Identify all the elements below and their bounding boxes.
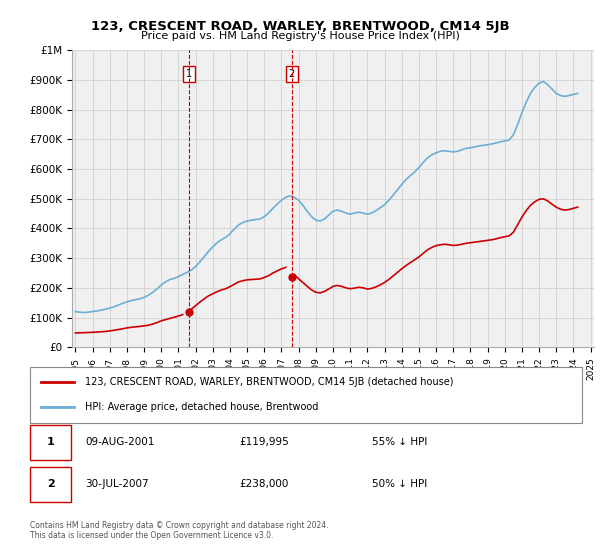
Text: 1: 1 bbox=[47, 437, 55, 447]
Text: 55% ↓ HPI: 55% ↓ HPI bbox=[372, 437, 428, 447]
Text: 123, CRESCENT ROAD, WARLEY, BRENTWOOD, CM14 5JB (detached house): 123, CRESCENT ROAD, WARLEY, BRENTWOOD, C… bbox=[85, 377, 454, 388]
Text: Contains HM Land Registry data © Crown copyright and database right 2024.
This d: Contains HM Land Registry data © Crown c… bbox=[30, 521, 329, 540]
Text: 2: 2 bbox=[289, 69, 295, 79]
FancyBboxPatch shape bbox=[30, 367, 582, 423]
Text: 123, CRESCENT ROAD, WARLEY, BRENTWOOD, CM14 5JB: 123, CRESCENT ROAD, WARLEY, BRENTWOOD, C… bbox=[91, 20, 509, 32]
Text: £238,000: £238,000 bbox=[240, 479, 289, 489]
Text: 09-AUG-2001: 09-AUG-2001 bbox=[85, 437, 155, 447]
Text: 30-JUL-2007: 30-JUL-2007 bbox=[85, 479, 149, 489]
Text: Price paid vs. HM Land Registry's House Price Index (HPI): Price paid vs. HM Land Registry's House … bbox=[140, 31, 460, 41]
Text: 2: 2 bbox=[47, 479, 55, 489]
FancyBboxPatch shape bbox=[30, 466, 71, 502]
Text: £119,995: £119,995 bbox=[240, 437, 290, 447]
Text: 50% ↓ HPI: 50% ↓ HPI bbox=[372, 479, 427, 489]
Text: 1: 1 bbox=[186, 69, 192, 79]
Text: HPI: Average price, detached house, Brentwood: HPI: Average price, detached house, Bren… bbox=[85, 402, 319, 412]
FancyBboxPatch shape bbox=[30, 424, 71, 460]
